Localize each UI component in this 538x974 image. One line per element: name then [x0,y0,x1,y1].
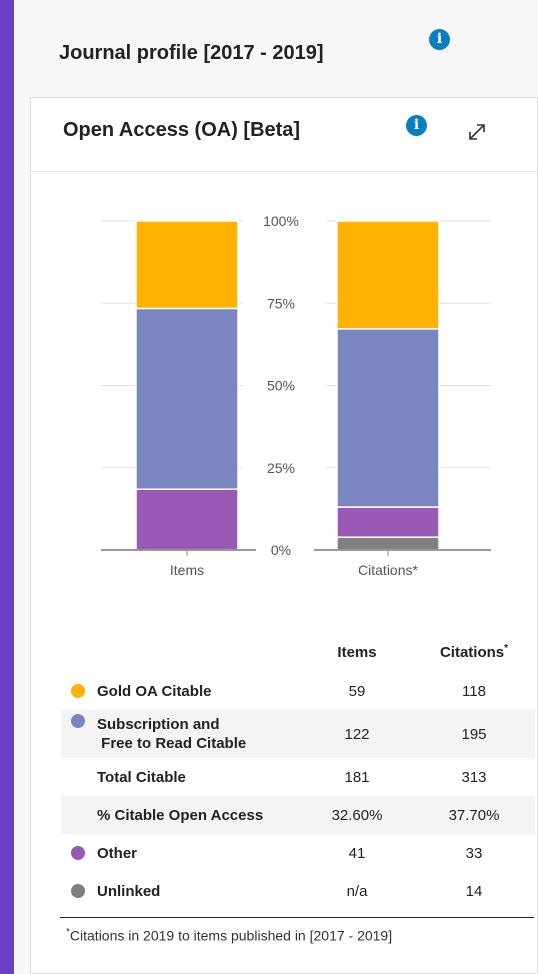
other-swatch [71,845,85,860]
subscription-swatch [71,714,85,728]
table-row: Subscription and Free to Read Citable 12… [61,710,535,758]
page-title: Journal profile [2017 - 2019] [59,42,324,64]
expand-icon[interactable] [465,120,489,144]
y-tick-label: 50% [267,378,295,394]
unlinked-swatch [71,883,85,898]
info-icon[interactable]: i [406,115,427,136]
bar-segment-subscription-and-free-to-read-citable[interactable] [135,307,239,490]
card-header: Open Access (OA) [Beta] i [31,98,537,172]
table-row: Other 41 33 [61,834,535,872]
bar-segment-subscription-and-free-to-read-citable[interactable] [336,328,440,508]
x-category-label: Citations* [358,562,418,578]
gold-oa-swatch [71,683,85,698]
card-title: Open Access (OA) [Beta] [63,119,301,141]
y-tick-label: 100% [263,213,299,229]
footnote-divider [60,917,534,918]
info-icon[interactable]: i [429,29,450,50]
y-tick-label: 75% [267,295,295,311]
table-row: Gold OA Citable 59 118 [61,672,535,710]
header-citations: Citations* [439,643,509,661]
bar-segment-gold-oa-citable[interactable] [336,220,440,330]
header-items: Items [337,643,377,661]
table-row: Total Citable 181 313 [97,768,487,786]
journal-profile-panel: Journal profile [2017 - 2019] i Open Acc… [14,0,538,974]
bar-segment-other[interactable] [336,506,440,538]
y-tick-label: 25% [267,460,295,476]
oa-stacked-bar-chart: 100% 75% 50% 25% 0% Items Citations* [101,213,491,578]
y-tick-label: 0% [271,542,291,558]
oa-data-table: Items Citations* Gold OA Citable 59 118 … [61,632,535,910]
bar-segment-unlinked[interactable] [336,536,440,551]
bar-segment-other[interactable] [135,488,239,551]
x-category-label: Items [170,562,204,578]
table-row: % Citable Open Access 32.60% 37.70% [61,796,535,834]
footnote: *Citations in 2019 to items published in… [66,927,393,944]
table-row: Unlinked n/a 14 [61,872,535,910]
open-access-card: Open Access (OA) [Beta] i 100% 75% 50% 25% 0… [30,97,538,974]
bar-segment-gold-oa-citable[interactable] [135,220,239,310]
